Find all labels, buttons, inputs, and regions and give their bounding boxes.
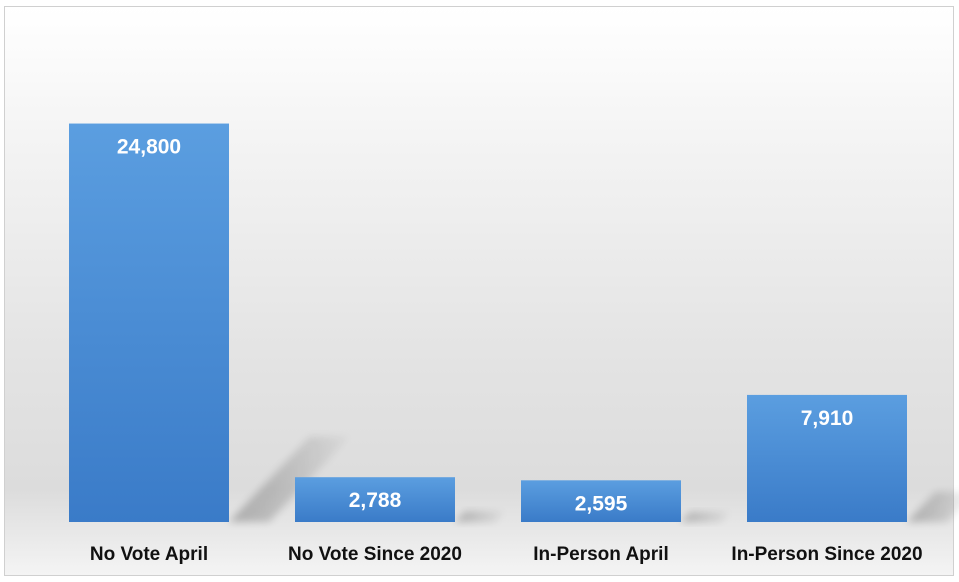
category-label: In-Person April bbox=[533, 544, 668, 565]
category-label: No Vote Since 2020 bbox=[288, 544, 462, 565]
bar-shadow bbox=[229, 436, 350, 522]
data-label: 2,788 bbox=[349, 489, 402, 512]
bars bbox=[69, 123, 907, 523]
bar bbox=[295, 477, 455, 522]
bar bbox=[69, 123, 229, 523]
bar-shadow bbox=[907, 491, 959, 522]
data-label: 7,910 bbox=[801, 407, 854, 430]
bar bbox=[521, 480, 681, 522]
bar-shadow bbox=[455, 511, 506, 522]
category-label: In-Person Since 2020 bbox=[731, 544, 922, 565]
value-labels: 24,800 2,788 2,595 7,910 bbox=[117, 136, 853, 516]
data-label: 24,800 bbox=[117, 136, 181, 159]
data-label: 2,595 bbox=[575, 492, 628, 515]
category-labels: No Vote April No Vote Since 2020 In-Person… bbox=[90, 544, 923, 565]
category-label: No Vote April bbox=[90, 544, 208, 565]
bar-shadow bbox=[681, 512, 731, 522]
bar bbox=[747, 394, 907, 522]
bar-shadows bbox=[229, 436, 959, 522]
